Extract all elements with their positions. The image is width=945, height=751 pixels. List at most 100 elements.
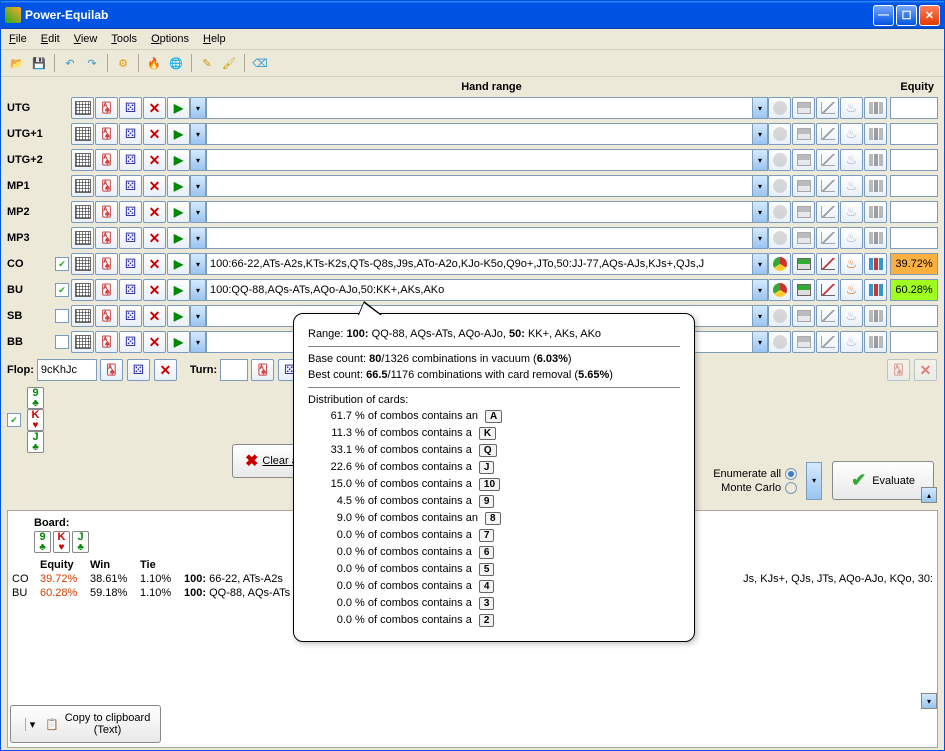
range-dropdown-right[interactable]: ▾ bbox=[752, 201, 768, 223]
heat-button[interactable]: ♨ bbox=[840, 305, 863, 327]
clear-range-button[interactable]: ✕ bbox=[143, 227, 166, 249]
heat-button[interactable]: ♨ bbox=[840, 201, 863, 223]
clear-range-button[interactable]: ✕ bbox=[143, 201, 166, 223]
flop-input[interactable] bbox=[37, 359, 97, 381]
grid-picker-button[interactable] bbox=[71, 305, 94, 327]
next-button[interactable]: ▶ bbox=[167, 123, 190, 145]
random-button[interactable]: ⚄ bbox=[119, 253, 142, 275]
maximize-button[interactable]: ☐ bbox=[896, 5, 917, 26]
clear-range-button[interactable]: ✕ bbox=[143, 331, 166, 353]
table-button[interactable] bbox=[792, 253, 815, 275]
card-picker-button[interactable]: 🂡 bbox=[95, 201, 118, 223]
grid-picker-button[interactable] bbox=[71, 175, 94, 197]
range-input[interactable] bbox=[206, 253, 753, 275]
river-card-picker[interactable]: 🂡 bbox=[887, 359, 910, 381]
table-button[interactable] bbox=[792, 149, 815, 171]
random-button[interactable]: ⚄ bbox=[119, 149, 142, 171]
clear-range-button[interactable]: ✕ bbox=[143, 149, 166, 171]
next-button[interactable]: ▶ bbox=[167, 279, 190, 301]
random-button[interactable]: ⚄ bbox=[119, 331, 142, 353]
random-button[interactable]: ⚄ bbox=[119, 97, 142, 119]
redo-icon[interactable]: ↷ bbox=[82, 53, 102, 73]
random-button[interactable]: ⚄ bbox=[119, 123, 142, 145]
gear-icon[interactable]: ⚙ bbox=[113, 53, 133, 73]
table-button[interactable] bbox=[792, 227, 815, 249]
pie-button[interactable] bbox=[768, 149, 791, 171]
card-picker-button[interactable]: 🂡 bbox=[95, 253, 118, 275]
range-input[interactable] bbox=[206, 123, 753, 145]
clear-range-button[interactable]: ✕ bbox=[143, 175, 166, 197]
card-picker-button[interactable]: 🂡 bbox=[95, 305, 118, 327]
chart-button[interactable] bbox=[816, 175, 839, 197]
chart-button[interactable] bbox=[816, 227, 839, 249]
pos-checkbox[interactable] bbox=[55, 309, 69, 323]
grid-picker-button[interactable] bbox=[71, 253, 94, 275]
chart-button[interactable] bbox=[816, 97, 839, 119]
next-button[interactable]: ▶ bbox=[167, 175, 190, 197]
card-picker-button[interactable]: 🂡 bbox=[95, 97, 118, 119]
fire-icon[interactable]: 🔥 bbox=[144, 53, 164, 73]
menu-help[interactable]: Help bbox=[203, 33, 226, 45]
random-button[interactable]: ⚄ bbox=[119, 201, 142, 223]
enumerate-radio[interactable] bbox=[785, 468, 797, 480]
globe-icon[interactable]: 🌐 bbox=[166, 53, 186, 73]
table-button[interactable] bbox=[792, 279, 815, 301]
grid-picker-button[interactable] bbox=[71, 97, 94, 119]
next-button[interactable]: ▶ bbox=[167, 305, 190, 327]
save-icon[interactable]: 💾 bbox=[29, 53, 49, 73]
bars-button[interactable] bbox=[864, 201, 887, 223]
range-dropdown-right[interactable]: ▾ bbox=[752, 175, 768, 197]
heat-button[interactable]: ♨ bbox=[840, 149, 863, 171]
range-dropdown-right[interactable]: ▾ bbox=[752, 279, 768, 301]
card-picker-button[interactable]: 🂡 bbox=[95, 279, 118, 301]
heat-button[interactable]: ♨ bbox=[840, 331, 863, 353]
random-button[interactable]: ⚄ bbox=[119, 305, 142, 327]
next-button[interactable]: ▶ bbox=[167, 149, 190, 171]
pencil-icon[interactable]: ✎ bbox=[197, 53, 217, 73]
range-dropdown-left[interactable]: ▾ bbox=[190, 253, 206, 275]
chart-button[interactable] bbox=[816, 149, 839, 171]
grid-picker-button[interactable] bbox=[71, 123, 94, 145]
minimize-button[interactable]: — bbox=[873, 5, 894, 26]
bars-button[interactable] bbox=[864, 331, 887, 353]
chart-button[interactable] bbox=[816, 279, 839, 301]
next-button[interactable]: ▶ bbox=[167, 331, 190, 353]
range-dropdown-right[interactable]: ▾ bbox=[752, 331, 768, 353]
flop-clear-button[interactable]: ✕ bbox=[154, 359, 177, 381]
scroll-up-icon[interactable]: ▴ bbox=[921, 487, 937, 503]
heat-button[interactable]: ♨ bbox=[840, 123, 863, 145]
grid-picker-button[interactable] bbox=[71, 331, 94, 353]
chart-button[interactable] bbox=[816, 305, 839, 327]
eval-dropdown[interactable]: ▾ bbox=[806, 462, 822, 500]
clear-range-button[interactable]: ✕ bbox=[143, 123, 166, 145]
pie-button[interactable] bbox=[768, 123, 791, 145]
bars-button[interactable] bbox=[864, 97, 887, 119]
random-button[interactable]: ⚄ bbox=[119, 175, 142, 197]
table-button[interactable] bbox=[792, 97, 815, 119]
flop-card-picker[interactable]: 🂡 bbox=[100, 359, 123, 381]
bars-button[interactable] bbox=[864, 175, 887, 197]
range-dropdown-left[interactable]: ▾ bbox=[190, 123, 206, 145]
bars-button[interactable] bbox=[864, 253, 887, 275]
table-button[interactable] bbox=[792, 175, 815, 197]
clear-range-button[interactable]: ✕ bbox=[143, 279, 166, 301]
clear-range-button[interactable]: ✕ bbox=[143, 253, 166, 275]
pos-checkbox[interactable]: ✔ bbox=[55, 283, 69, 297]
chart-button[interactable] bbox=[816, 331, 839, 353]
chart-button[interactable] bbox=[816, 123, 839, 145]
undo-icon[interactable]: ↶ bbox=[60, 53, 80, 73]
range-dropdown-right[interactable]: ▾ bbox=[752, 253, 768, 275]
pos-checkbox[interactable] bbox=[55, 335, 69, 349]
menu-view[interactable]: View bbox=[74, 33, 98, 45]
menu-options[interactable]: Options bbox=[151, 33, 189, 45]
table-button[interactable] bbox=[792, 305, 815, 327]
pos-checkbox[interactable]: ✔ bbox=[55, 257, 69, 271]
range-dropdown-left[interactable]: ▾ bbox=[190, 97, 206, 119]
pie-button[interactable] bbox=[768, 331, 791, 353]
heat-button[interactable]: ♨ bbox=[840, 227, 863, 249]
pie-button[interactable] bbox=[768, 279, 791, 301]
range-dropdown-right[interactable]: ▾ bbox=[752, 149, 768, 171]
random-button[interactable]: ⚄ bbox=[119, 279, 142, 301]
heat-button[interactable]: ♨ bbox=[840, 175, 863, 197]
grid-picker-button[interactable] bbox=[71, 201, 94, 223]
